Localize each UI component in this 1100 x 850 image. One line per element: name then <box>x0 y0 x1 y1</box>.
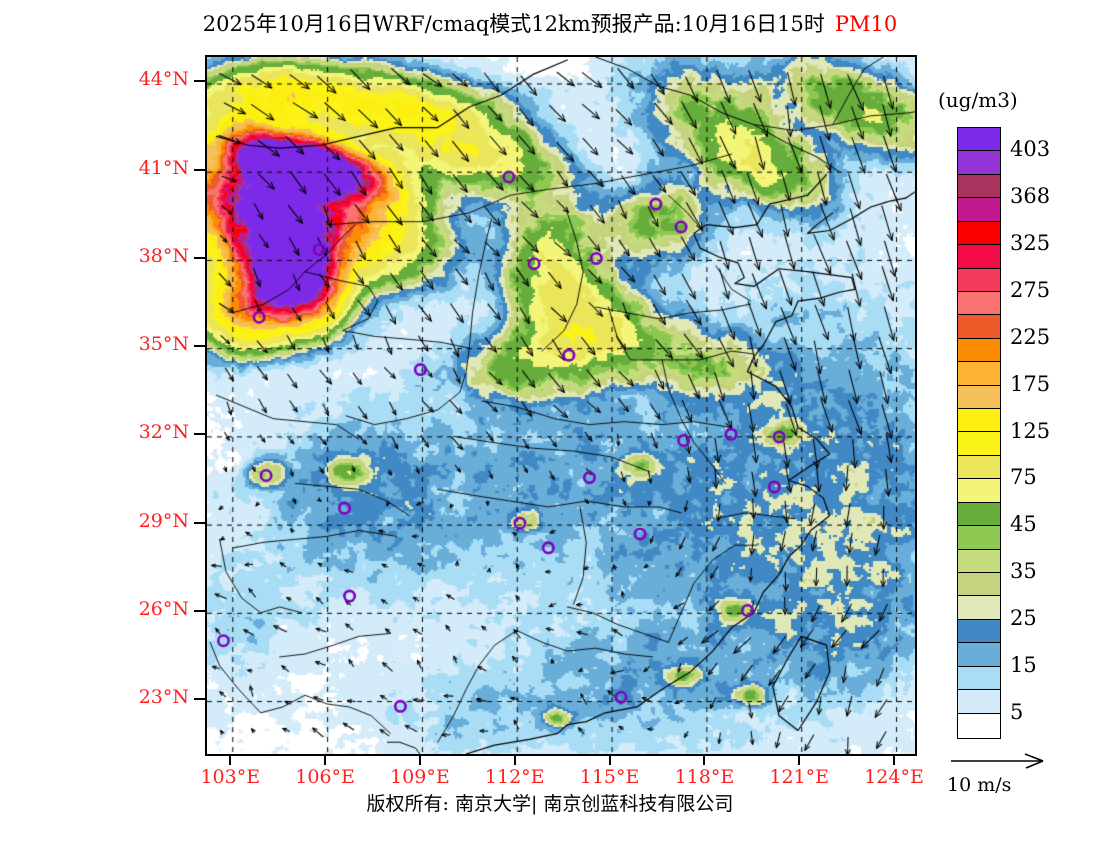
lat-tick-32 <box>194 433 205 436</box>
colorbar-band-0 <box>958 128 1000 152</box>
lon-label-109: 109°E <box>390 766 450 788</box>
colorbar-tick-325: 325 <box>1010 231 1051 256</box>
colorbar-band-20 <box>958 596 1000 620</box>
lon-tick-115 <box>608 754 611 765</box>
colorbar-band-19 <box>958 573 1000 597</box>
colorbar-unit-label: (ug/m3) <box>938 88 1018 112</box>
colorbar-band-3 <box>958 198 1000 222</box>
lat-label-35: 35°N <box>138 333 189 356</box>
colorbar-tick-225: 225 <box>1010 324 1051 349</box>
colorbar-band-12 <box>958 409 1000 433</box>
lat-tick-23 <box>194 698 205 701</box>
colorbar-band-5 <box>958 245 1000 269</box>
colorbar-tick-5: 5 <box>1010 699 1024 724</box>
colorbar-band-9 <box>958 338 1000 363</box>
colorbar-band-11 <box>958 385 1000 410</box>
colorbar-tick-25: 25 <box>1010 605 1037 630</box>
colorbar-tick-403: 403 <box>1010 137 1051 162</box>
map-plot-area[interactable] <box>205 55 917 756</box>
lat-tick-26 <box>194 609 205 612</box>
lon-tick-103 <box>229 754 232 765</box>
species-label: PM10 <box>834 12 898 36</box>
colorbar-band-6 <box>958 268 1000 292</box>
colorbar-band-21 <box>958 619 1000 644</box>
lon-tick-109 <box>418 754 421 765</box>
colorbar-band-13 <box>958 432 1000 456</box>
colorbar-tick-125: 125 <box>1010 418 1051 443</box>
lon-label-121: 121°E <box>769 766 830 788</box>
colorbar-tick-275: 275 <box>1010 277 1051 302</box>
colorbar-band-22 <box>958 643 1000 667</box>
lat-label-26: 26°N <box>138 597 189 620</box>
colorbar-tick-368: 368 <box>1010 184 1051 209</box>
lat-tick-44 <box>194 80 205 83</box>
lon-label-106: 106°E <box>295 766 355 788</box>
page-title: 2025年10月16日WRF/cmaq模式12km预报产品:10月16日15时 P… <box>0 8 1100 38</box>
colorbar-band-7 <box>958 291 1000 316</box>
wind-scale-legend: 10 m/s <box>947 752 1077 802</box>
colorbar-band-4 <box>958 221 1000 246</box>
wind-scale-label: 10 m/s <box>947 774 1012 796</box>
lon-tick-118 <box>703 754 706 765</box>
colorbar-band-23 <box>958 666 1000 691</box>
colorbar-band-25 <box>958 713 1000 737</box>
lon-tick-121 <box>798 754 801 765</box>
colorbar-band-16 <box>958 502 1000 527</box>
pm10-concentration-map[interactable] <box>207 57 915 754</box>
lat-label-41: 41°N <box>138 156 189 179</box>
lat-tick-41 <box>194 168 205 171</box>
lat-tick-35 <box>194 345 205 348</box>
lon-label-118: 118°E <box>674 766 735 788</box>
colorbar-band-10 <box>958 362 1000 386</box>
colorbar-band-1 <box>958 151 1000 175</box>
colorbar-tick-75: 75 <box>1010 465 1037 490</box>
colorbar[interactable] <box>957 127 1001 739</box>
lon-label-115: 115°E <box>579 766 640 788</box>
colorbar-tick-35: 35 <box>1010 559 1037 584</box>
colorbar-band-15 <box>958 479 1000 503</box>
right-arrow-icon <box>951 753 1044 769</box>
colorbar-band-17 <box>958 526 1000 550</box>
lon-label-112: 112°E <box>484 766 545 788</box>
lon-label-124: 124°E <box>864 766 924 788</box>
colorbar-band-14 <box>958 455 1000 480</box>
lon-tick-106 <box>324 754 327 765</box>
lat-label-32: 32°N <box>138 421 189 444</box>
lat-label-29: 29°N <box>138 509 189 532</box>
colorbar-tick-45: 45 <box>1010 512 1037 537</box>
copyright-footer: 版权所有: 南京大学| 南京创蓝科技有限公司 <box>366 793 734 815</box>
page-title-text: 2025年10月16日WRF/cmaq模式12km预报产品:10月16日15时 <box>202 12 825 36</box>
colorbar-band-2 <box>958 174 1000 199</box>
colorbar-band-18 <box>958 549 1000 574</box>
lon-tick-124 <box>893 754 896 765</box>
lat-label-23: 23°N <box>138 686 189 709</box>
lat-tick-29 <box>194 521 205 524</box>
colorbar-band-24 <box>958 690 1000 714</box>
lon-label-103: 103°E <box>200 766 261 788</box>
colorbar-tick-15: 15 <box>1010 652 1037 677</box>
colorbar-tick-175: 175 <box>1010 371 1051 396</box>
lon-tick-112 <box>513 754 516 765</box>
lat-label-44: 44°N <box>138 68 189 91</box>
lat-tick-38 <box>194 256 205 259</box>
lat-label-38: 38°N <box>138 244 189 267</box>
colorbar-band-8 <box>958 315 1000 339</box>
